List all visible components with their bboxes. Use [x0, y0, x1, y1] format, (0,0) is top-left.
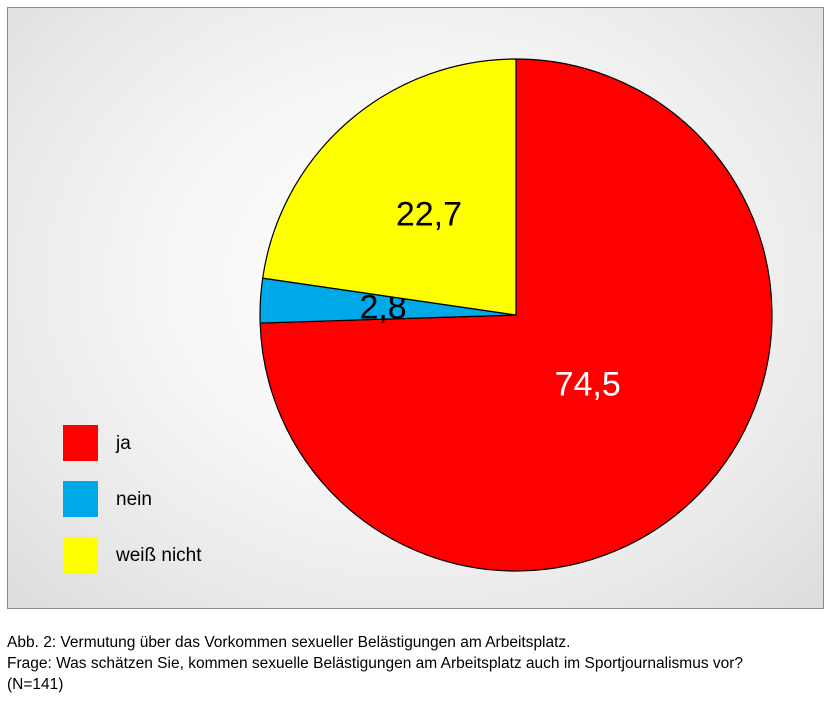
figure-caption: Abb. 2: Vermutung über das Vorkommen sex… — [7, 632, 827, 695]
data-label-ja: 74,5 — [555, 365, 621, 403]
caption-line-sample-size: (N=141) — [7, 676, 64, 693]
legend-swatch-ja — [63, 425, 98, 461]
legend-label-nein: nein — [116, 489, 152, 510]
data-label-weiss-nicht: 22,7 — [396, 195, 462, 233]
pie-slice-weiss-nicht — [262, 58, 517, 316]
caption-line-title: Abb. 2: Vermutung über das Vorkommen sex… — [7, 634, 571, 651]
pie-chart: 74,52,822,7 — [259, 58, 773, 572]
legend-swatch-nein — [63, 481, 98, 517]
caption-line-question: Frage: Was schätzen Sie, kommen sexuelle… — [7, 655, 744, 672]
legend-label-ja: ja — [116, 433, 131, 454]
legend-label-weiss-nicht: weiß nicht — [116, 545, 202, 566]
legend-swatch-weiss-nicht — [63, 537, 98, 573]
chart-frame: 74,5 2,8 22,7 ja nein weiß nicht — [7, 7, 824, 609]
